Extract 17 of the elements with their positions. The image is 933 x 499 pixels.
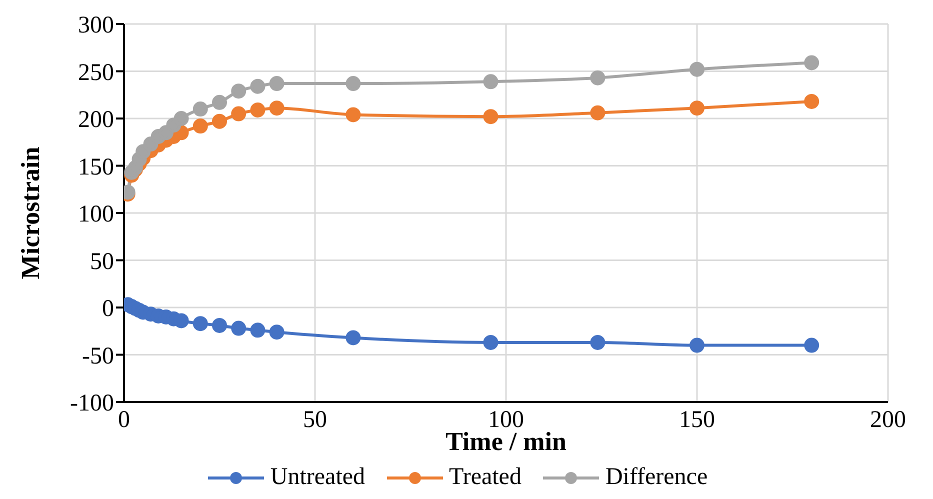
x-tick-label: 50 [303, 407, 327, 434]
y-tick-label: 100 [78, 202, 114, 228]
y-tick-label: -50 [82, 343, 114, 370]
y-axis-title: Microstrain [16, 146, 46, 280]
legend-label: Untreated [270, 464, 366, 491]
y-tick-label: 200 [78, 107, 114, 134]
y-tick-label: 150 [78, 154, 114, 180]
y-tick-label: 50 [90, 248, 114, 275]
y-tick-label: 300 [78, 12, 114, 39]
y-tick-label: 0 [102, 296, 114, 322]
x-tick-label: 200 [870, 407, 906, 434]
legend-label: Difference [605, 464, 708, 491]
x-tick-label: 0 [118, 407, 130, 434]
legend-label: Treated [449, 464, 522, 491]
y-tick-label: -100 [70, 390, 114, 417]
x-tick-label: 150 [679, 407, 715, 434]
y-tick-label: 250 [78, 60, 114, 86]
